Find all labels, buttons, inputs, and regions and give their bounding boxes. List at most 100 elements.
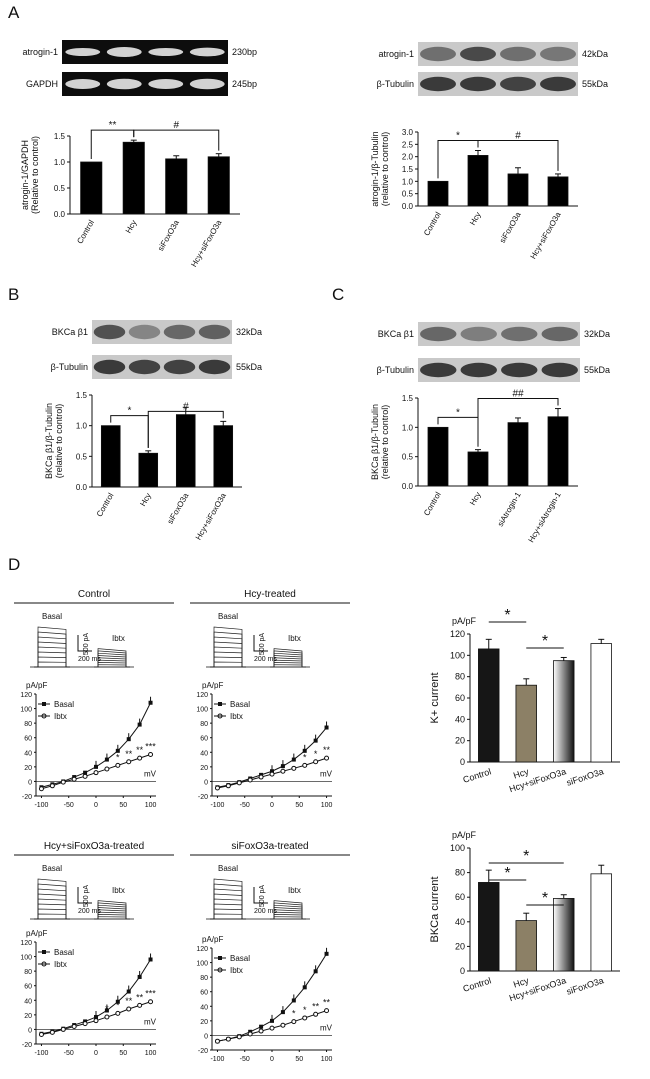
legend-ibtx: Ibtx [230, 712, 243, 721]
blot-a2-tubulin: β-Tubulin 55kDa [377, 72, 608, 96]
category-label: siAtrogin-1 [496, 490, 523, 528]
scale-bar [253, 887, 268, 904]
significance-label: ** [136, 992, 144, 1002]
band [93, 324, 126, 340]
category-label: siFoxO3a [166, 491, 191, 526]
panel-label-a: A [8, 3, 20, 22]
band [198, 324, 231, 340]
y-tick-label: 120 [196, 692, 208, 699]
scale-label-time: 200 ms [78, 908, 101, 915]
trace-title: siFoxO3a-treated [231, 841, 308, 852]
trace-label-ibtx: Ibtx [112, 886, 125, 895]
data-point-basal [83, 770, 88, 775]
trace-ibtx [270, 900, 306, 920]
scale-label-time: 200 ms [78, 656, 101, 663]
data-point-ibtx [93, 770, 99, 776]
band [541, 362, 578, 378]
y-axis-label: (relative to control) [54, 404, 64, 479]
legend-ibtx: Ibtx [230, 966, 243, 975]
x-tick-label: 100 [145, 1050, 157, 1057]
y-tick-label: 120 [20, 692, 32, 699]
significance-label: * [303, 1005, 307, 1015]
scale-label-current: 500 pA [83, 885, 90, 908]
band [460, 326, 497, 342]
category-label: Control [422, 210, 443, 237]
y-tick-label: 1.0 [54, 158, 66, 167]
y-tick-label: 100 [20, 707, 32, 714]
band [540, 46, 576, 62]
significance-label: ## [512, 389, 524, 400]
x-tick-label: 50 [119, 1050, 127, 1057]
data-point-ibtx [137, 1002, 143, 1008]
data-point-ibtx [60, 779, 66, 785]
category-label: Hcy [468, 491, 483, 507]
category-label: siFoxO3a [498, 210, 523, 245]
unit-label-y: pA/pF [26, 681, 47, 690]
y-tick-label: -20 [22, 794, 32, 801]
y-tick-label: 80 [24, 969, 32, 976]
data-point-ibtx [104, 766, 110, 772]
band [540, 76, 576, 92]
y-tick-label: 1.5 [402, 165, 414, 174]
blot-label: GAPDH [26, 79, 58, 89]
y-tick-label: 20 [24, 1013, 32, 1020]
y-tick-label: 60 [24, 736, 32, 743]
bar [467, 155, 489, 207]
trace-label-basal: Basal [42, 864, 62, 873]
data-point-ibtx [71, 776, 77, 782]
data-point-ibtx [302, 762, 308, 768]
y-tick-label: 20 [200, 765, 208, 772]
data-point-ibtx [148, 751, 154, 757]
data-point-ibtx [60, 1026, 66, 1032]
y-axis-label: BKCa current [429, 876, 441, 942]
band [128, 359, 161, 375]
y-tick-label: 0.0 [402, 202, 414, 211]
scale-bar [77, 887, 92, 904]
significance-label: # [515, 131, 521, 142]
bar [175, 414, 196, 488]
category-label: Hcy+siFoxO3a [529, 210, 563, 261]
data-point-ibtx [49, 783, 55, 789]
scale-bar [253, 635, 268, 652]
y-tick-label: 80 [200, 975, 208, 982]
band [501, 326, 538, 342]
significance-label: * [504, 865, 510, 882]
significance-label: ** [323, 745, 331, 755]
y-tick-label: 80 [24, 721, 32, 728]
y-axis-label: atrogin-1/β-Tubulin [370, 131, 380, 206]
trace-ibtx [94, 648, 130, 668]
band [500, 76, 536, 92]
scale-label-time: 200 ms [254, 656, 277, 663]
significance-label: ** [136, 745, 144, 755]
scale-label-current: 500 pA [259, 885, 266, 908]
blot-label: BKCa β1 [378, 329, 414, 339]
blot-label: β-Tubulin [51, 362, 88, 372]
y-tick-label: -20 [22, 1042, 32, 1049]
bar [515, 684, 537, 763]
y-tick-label: 40 [200, 750, 208, 757]
bar-chart-c: 0.0 0.5 1.0 1.5 Control Hcy siAtrogin-1 Hcy+siA… [370, 389, 578, 544]
category-label: Control [422, 490, 443, 517]
y-tick-label: 60 [200, 736, 208, 743]
y-tick-label: 0.5 [402, 190, 414, 199]
significance-label: *** [145, 989, 156, 999]
blot-a1-atrogin: atrogin-1 230bp [22, 40, 257, 64]
y-tick-label: 1.0 [402, 177, 414, 186]
trace-label-basal: Basal [218, 864, 238, 873]
bar [138, 452, 159, 488]
significance-bracket [477, 398, 559, 447]
y-tick-label: 0.5 [76, 452, 88, 461]
blot-size: 32kDa [584, 329, 610, 339]
blot-c-bkca: BKCa β1 32kDa [378, 322, 610, 346]
category-label: siFoxO3a [565, 766, 605, 787]
y-tick-label: 0 [28, 779, 32, 786]
legend-ibtx: Ibtx [54, 712, 67, 721]
significance-label: * [105, 756, 109, 766]
significance-label: * [116, 752, 120, 762]
data-point-ibtx [82, 773, 88, 779]
y-tick-label: 0.0 [402, 482, 414, 491]
y-tick-label: 120 [450, 629, 465, 639]
band [420, 46, 456, 62]
bar-chart-b: 0.0 0.5 1.0 1.5 Control Hcy siFoxO3a Hcy+siFoxO… [44, 391, 242, 542]
